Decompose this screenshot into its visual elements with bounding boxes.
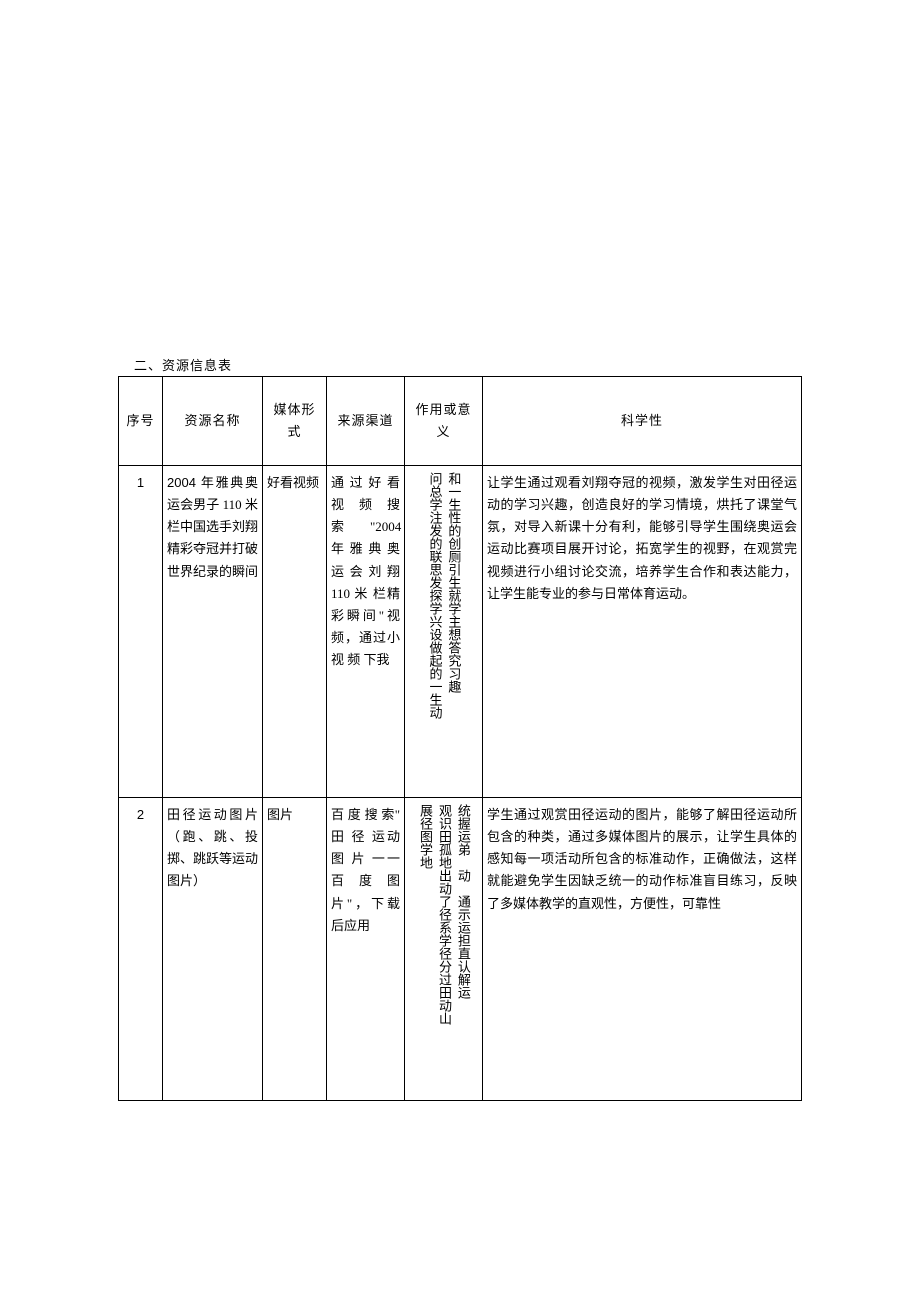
table-row: 1 2004 年雅典奥运会男子 110 米栏中国选手刘翔精彩夺冠并打破世界纪录的… (119, 466, 802, 798)
name-rest: 年雅典奥运会男子 110 米栏中国选手刘翔精彩夺冠并打破世界纪录的瞬间 (167, 475, 258, 578)
role-col: 展径图学地 (416, 804, 433, 1025)
cell-src: 百 度 搜 索" 田 径 运动 图 片 一一 百 度 图片"，下载后应用 (327, 798, 405, 1101)
section-title: 二、资源信息表 (134, 355, 802, 374)
cell-name: 田径运动图片（跑、跳、投掷、跳跃等运动图片） (163, 798, 263, 1101)
cell-seq: 2 (119, 798, 163, 1101)
resource-table: 序号 资源名称 媒体形式 来源渠道 作用或意义 科学性 1 2004 年雅典奥运… (118, 376, 802, 1101)
role-columns: 统握运弟 动 通示运担直认解运 观识田孤地出动了径系学径分过田动山 展径图学地 (409, 804, 478, 1025)
cell-media: 图片 (263, 798, 327, 1101)
col-media: 媒体形式 (263, 377, 327, 466)
col-seq: 序号 (119, 377, 163, 466)
col-src: 来源渠道 (327, 377, 405, 466)
role-col: 观识田孤地出动了径系学径分过田动山 (435, 804, 452, 1025)
col-role: 作用或意义 (405, 377, 483, 466)
role-col: 问总学注发的联思发探学兴设做起的一生动 (426, 472, 443, 719)
col-sci: 科学性 (483, 377, 802, 466)
name-year: 2004 (167, 475, 196, 490)
role-col: 和一生性的创厕引生就学主想答究习趣 (445, 472, 462, 719)
page: 二、资源信息表 序号 资源名称 媒体形式 来源渠道 作用或意义 科学性 1 20… (0, 0, 920, 1141)
cell-media: 好看视频 (263, 466, 327, 798)
role-columns: 和一生性的创厕引生就学主想答究习趣 问总学注发的联思发探学兴设做起的一生动 (409, 472, 478, 719)
cell-name: 2004 年雅典奥运会男子 110 米栏中国选手刘翔精彩夺冠并打破世界纪录的瞬间 (163, 466, 263, 798)
col-name: 资源名称 (163, 377, 263, 466)
role-col: 统握运弟 动 通示运担直认解运 (454, 804, 471, 1025)
cell-role: 和一生性的创厕引生就学主想答究习趣 问总学注发的联思发探学兴设做起的一生动 (405, 466, 483, 798)
table-header-row: 序号 资源名称 媒体形式 来源渠道 作用或意义 科学性 (119, 377, 802, 466)
cell-src: 通 过 好 看视频搜索 "2004年 雅 典 奥运 会 刘 翔110 米 栏精彩… (327, 466, 405, 798)
cell-sci: 让学生通过观看刘翔夺冠的视频，激发学生对田径运动的学习兴趣，创造良好的学习情境，… (483, 466, 802, 798)
cell-sci: 学生通过观赏田径运动的图片，能够了解田径运动所包含的种类，通过多媒体图片的展示，… (483, 798, 802, 1101)
cell-seq: 1 (119, 466, 163, 798)
cell-role: 统握运弟 动 通示运担直认解运 观识田孤地出动了径系学径分过田动山 展径图学地 (405, 798, 483, 1101)
table-row: 2 田径运动图片（跑、跳、投掷、跳跃等运动图片） 图片 百 度 搜 索" 田 径… (119, 798, 802, 1101)
